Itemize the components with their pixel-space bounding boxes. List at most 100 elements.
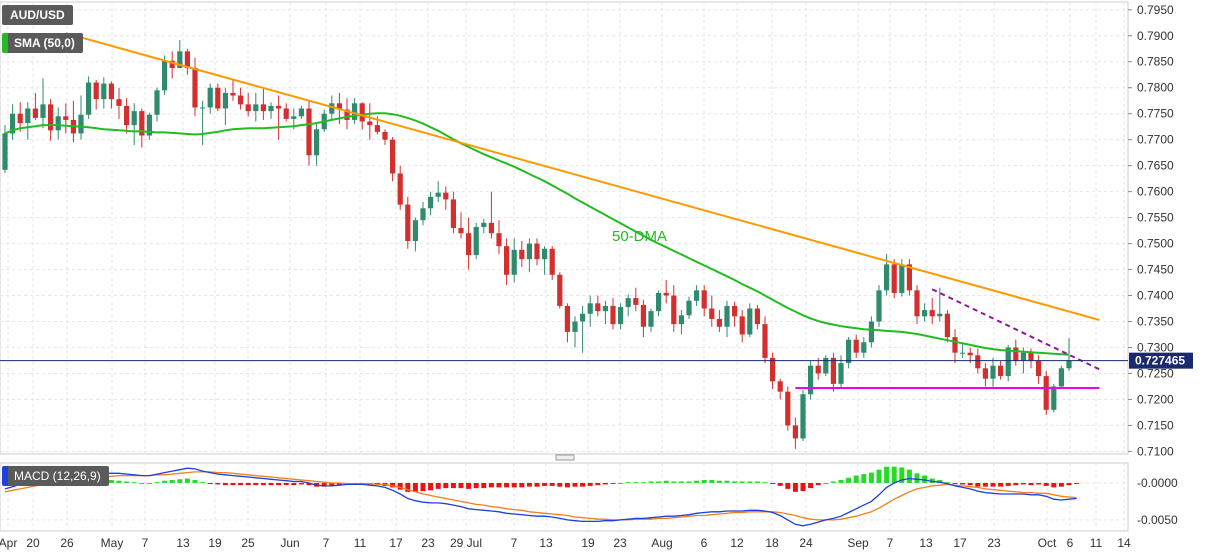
symbol-label[interactable]: AUD/USD <box>2 5 73 25</box>
candle-bear <box>777 381 783 392</box>
x-tick-label: Jun <box>280 536 299 550</box>
y-tick-label: 0.7550 <box>1137 211 1174 225</box>
macd-indicator-label[interactable]: MACD (12,26,9) <box>2 466 109 486</box>
candle-bear <box>504 246 510 275</box>
candle-bull <box>420 208 426 221</box>
macd-hist-bar <box>899 467 905 483</box>
y-tick-label: 0.7600 <box>1137 185 1174 199</box>
macd-hist-bar <box>466 482 472 489</box>
candle-bear <box>1028 352 1034 361</box>
candle-bull <box>526 243 532 260</box>
x-tick-label: 23 <box>421 536 435 550</box>
candle-bull <box>2 133 8 170</box>
macd-hist-bar <box>390 482 396 488</box>
macd-hist-bar <box>1066 482 1072 486</box>
macd-hist-bar <box>595 482 601 486</box>
macd-hist-bar <box>952 482 958 484</box>
macd-hist-bar <box>724 480 730 483</box>
candle-bear <box>815 365 821 374</box>
candle-bull <box>587 303 593 314</box>
y-tick-label: 0.7950 <box>1137 3 1174 17</box>
candle-bull <box>960 352 966 354</box>
macd-hist-bar <box>861 474 867 483</box>
candle-bull <box>25 108 31 124</box>
candle-bull <box>207 87 213 108</box>
candle-bull <box>618 306 624 325</box>
candle-bear <box>116 99 122 106</box>
candle-bear <box>450 199 456 228</box>
candle-bear <box>891 264 897 293</box>
macd-hist-bar <box>412 482 418 492</box>
candle-bear <box>754 308 760 325</box>
macd-hist-bar <box>473 482 479 489</box>
candle-bear <box>929 310 935 317</box>
macd-hist-bar <box>785 482 791 489</box>
macd-hist-bar <box>975 482 981 487</box>
macd-hist-bar <box>602 482 608 485</box>
x-tick-label: Apr <box>0 536 17 550</box>
macd-hist-bar <box>922 475 928 483</box>
pane-resize-handle <box>555 454 575 461</box>
candle-bear <box>108 83 114 100</box>
candle-bear <box>732 305 738 317</box>
x-tick-label: 29 Jul <box>450 536 482 550</box>
candle-bull <box>473 226 479 256</box>
x-tick-label: Oct <box>1038 536 1057 550</box>
candle-bear <box>975 355 981 369</box>
candle-bull <box>800 394 806 439</box>
macd-hist-bar <box>268 482 274 486</box>
candle-bear <box>458 228 464 234</box>
x-tick-label: 23 <box>613 536 627 550</box>
macd-hist-bar <box>481 482 487 489</box>
macd-hist-bar <box>937 480 943 483</box>
x-tick-label: 7 <box>323 536 330 550</box>
macd-hist-bar <box>960 482 966 485</box>
candle-bear <box>344 109 350 120</box>
candle-bear <box>998 365 1004 377</box>
y-tick-label: 0.7450 <box>1137 263 1174 277</box>
macd-hist-bar <box>336 482 342 486</box>
candle-bear <box>739 316 745 335</box>
candle-bear <box>640 304 646 327</box>
candle-bull <box>1066 360 1072 369</box>
x-tick-label: Aug <box>651 536 672 550</box>
macd-hist-bar <box>929 478 935 483</box>
macd-line <box>4 467 1077 527</box>
macd-hist-bar <box>1043 482 1049 486</box>
candle-bear <box>245 104 251 112</box>
y-tick-label: 0.7700 <box>1137 133 1174 147</box>
y-tick-label: 0.7500 <box>1137 237 1174 251</box>
macd-hist-bar <box>488 482 494 488</box>
macd-hist-bar <box>260 482 266 486</box>
candle-bull <box>846 339 852 364</box>
macd-hist-bar <box>549 482 555 486</box>
macd-hist-bar <box>656 481 662 483</box>
x-tick-label: Sep <box>847 536 869 550</box>
macd-hist-bar <box>253 482 259 486</box>
candle-bear <box>610 305 616 325</box>
candle-bull <box>656 292 662 312</box>
candle-bull <box>861 342 867 353</box>
candle-bull <box>101 83 107 100</box>
candle-bull <box>678 315 684 325</box>
y-tick-label: 0.7250 <box>1137 366 1174 380</box>
sma-indicator-label[interactable]: SMA (50,0) <box>2 33 83 53</box>
x-tick-label: 17 <box>953 536 967 550</box>
x-tick-label: 7 <box>511 536 518 550</box>
candle-bear <box>785 391 791 426</box>
candle-bear <box>557 274 563 306</box>
macd-hist-bar <box>747 481 753 483</box>
candle-bull <box>86 82 92 115</box>
macd-hist-bar <box>374 482 380 485</box>
candle-bull <box>314 129 320 156</box>
candle-bull <box>884 264 890 291</box>
candle-bear <box>184 51 190 68</box>
x-tick-label: May <box>101 536 124 550</box>
macd-hist-bar <box>777 482 783 486</box>
candle-bear <box>633 298 639 305</box>
candle-bear <box>48 104 54 131</box>
y-tick-label: 0.7850 <box>1137 55 1174 69</box>
candle-bear <box>260 104 266 112</box>
macd-hist-bar <box>496 482 502 488</box>
